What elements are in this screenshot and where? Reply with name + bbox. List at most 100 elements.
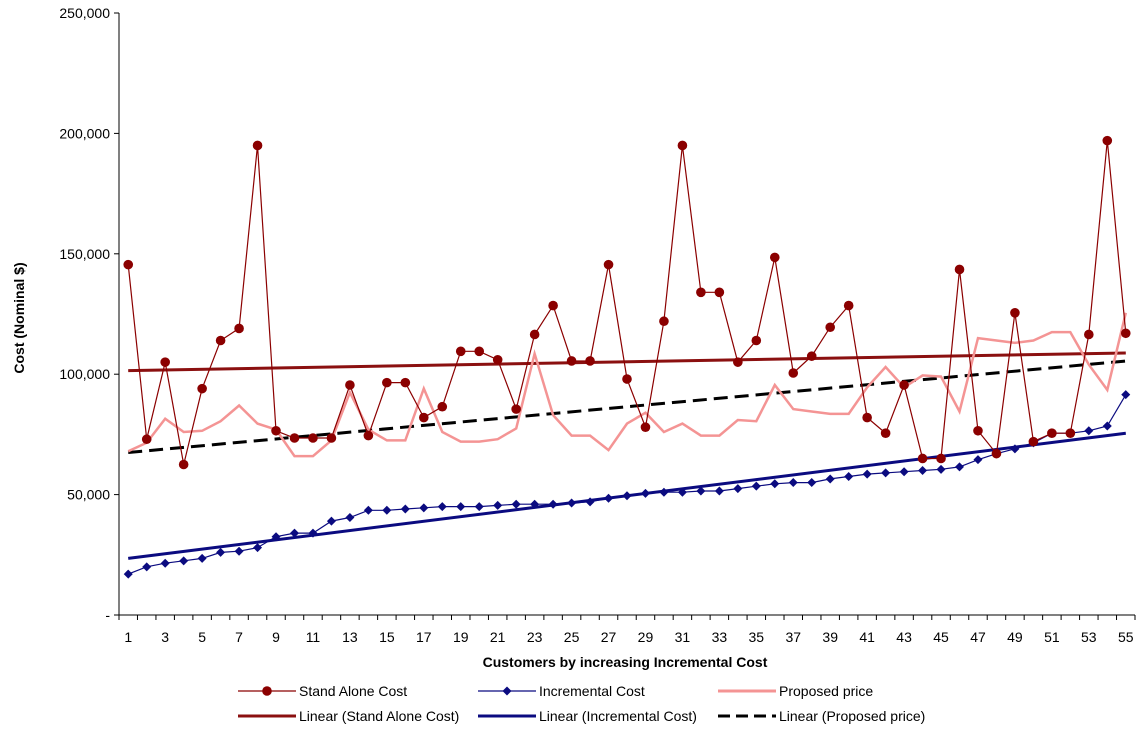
data-point (788, 478, 798, 488)
data-point (862, 469, 872, 479)
series-0 (123, 135, 1131, 470)
data-point (770, 479, 780, 489)
x-tick-label: 33 (712, 629, 728, 645)
data-point (806, 351, 817, 361)
data-point (1010, 307, 1020, 318)
legend-item: Proposed price (718, 683, 873, 699)
series-line (128, 351, 1126, 373)
x-tick-label: 37 (785, 629, 801, 645)
x-tick-label: 29 (638, 629, 654, 645)
data-point (437, 502, 447, 512)
y-tick-label: 200,000 (59, 125, 110, 141)
x-tick-label: 49 (1007, 629, 1023, 645)
y-tick-label: 150,000 (59, 246, 110, 262)
data-point (363, 430, 374, 441)
data-point (548, 300, 558, 311)
data-point (123, 259, 134, 270)
x-tick-label: 5 (198, 629, 206, 645)
data-point (179, 556, 189, 566)
data-point (400, 377, 411, 388)
x-tick-label: 53 (1081, 629, 1097, 645)
data-point (529, 329, 540, 340)
data-point (123, 569, 133, 579)
data-point (604, 493, 614, 503)
data-point (345, 380, 355, 390)
x-tick-label: 3 (161, 629, 169, 645)
legend-label: Stand Alone Cost (299, 683, 407, 699)
data-point (862, 412, 872, 423)
data-point (455, 346, 466, 357)
data-point (142, 562, 152, 572)
x-tick-label: 31 (675, 629, 691, 645)
data-point (419, 503, 429, 513)
legend-item: Linear (Proposed price) (718, 708, 925, 724)
y-tick-label: 250,000 (59, 5, 110, 21)
data-point (843, 300, 854, 311)
data-point (289, 433, 300, 443)
data-point (326, 516, 336, 526)
x-tick-label: 47 (970, 629, 986, 645)
x-tick-label: 27 (601, 629, 617, 645)
data-point (880, 428, 891, 438)
x-ticks: 1 3 5 7 9 11 13 15 17 19 21 23 25 27 29 31 33 35 37 39 41 43 4… (118, 615, 1136, 645)
data-point (659, 316, 669, 327)
series-layer (123, 135, 1131, 579)
legend-item: Stand Alone Cost (238, 683, 407, 699)
data-point (918, 466, 928, 476)
x-tick-label: 41 (859, 629, 875, 645)
x-tick-label: 17 (416, 629, 432, 645)
data-point (141, 434, 152, 445)
data-point (1084, 329, 1094, 340)
x-tick-label: 55 (1118, 629, 1134, 645)
data-point (437, 401, 448, 412)
legend-label: Incremental Cost (539, 683, 645, 699)
data-point (252, 140, 263, 151)
data-point (1028, 436, 1039, 447)
data-point (271, 425, 281, 436)
x-tick-label: 7 (235, 629, 243, 645)
data-point (1121, 390, 1131, 400)
data-point (677, 140, 688, 151)
data-point (899, 380, 909, 390)
data-point (936, 453, 946, 464)
data-point (289, 528, 299, 538)
x-axis-title: Customers by increasing Incremental Cost (483, 654, 768, 670)
x-tick-label: 43 (896, 629, 912, 645)
legend-label: Proposed price (779, 683, 873, 699)
data-point (973, 455, 983, 465)
x-tick-label: 35 (749, 629, 765, 645)
data-point (382, 505, 392, 515)
data-point (955, 462, 965, 472)
x-tick-label: 9 (272, 629, 280, 645)
data-point (733, 484, 743, 494)
data-point (178, 459, 189, 470)
data-point (197, 383, 207, 394)
data-point (400, 504, 410, 514)
data-point (640, 488, 650, 498)
data-point (640, 422, 651, 432)
data-point (954, 264, 965, 275)
legend-label: Linear (Proposed price) (779, 708, 925, 724)
data-point (677, 487, 687, 497)
legend-label: Linear (Stand Alone Cost) (299, 708, 459, 724)
x-tick-label: 25 (564, 629, 580, 645)
data-point (1065, 428, 1076, 438)
data-point (991, 448, 1002, 459)
data-point (308, 433, 318, 443)
x-tick-label: 19 (453, 629, 469, 645)
data-point (419, 412, 429, 423)
data-point (696, 486, 706, 496)
data-point (197, 553, 207, 563)
data-point (696, 287, 706, 298)
legend-item: Linear (Stand Alone Cost) (238, 708, 459, 724)
series-line (127, 312, 1128, 458)
data-point (382, 377, 392, 388)
data-point (659, 487, 669, 497)
x-tick-label: 23 (527, 629, 543, 645)
data-point (215, 335, 226, 346)
legend-item: Linear (Incremental Cost) (478, 708, 697, 724)
data-point (493, 500, 503, 510)
y-tick-label: - (105, 607, 110, 623)
data-point (1120, 328, 1131, 339)
